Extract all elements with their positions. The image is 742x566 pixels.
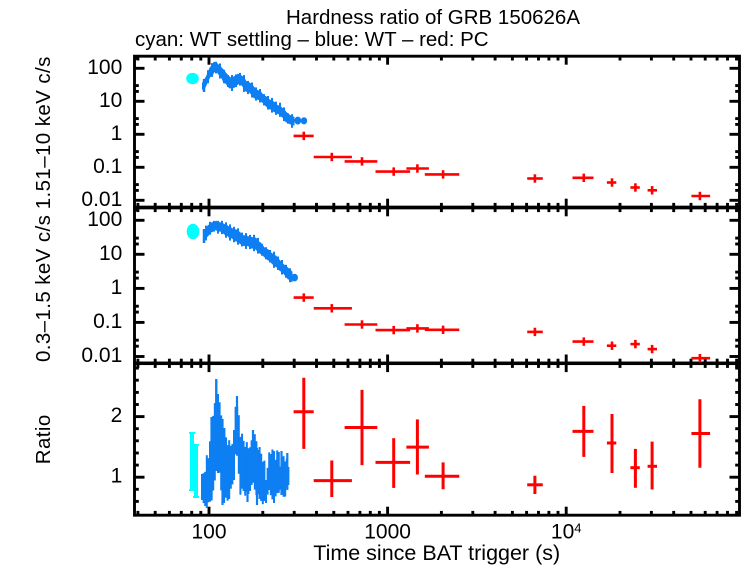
svg-text:100: 100: [87, 208, 122, 231]
svg-text:100: 100: [191, 520, 226, 543]
svg-text:0.3–1.5 keV c/s: 0.3–1.5 keV c/s: [32, 215, 55, 362]
svg-text:Hardness ratio of GRB 150626A: Hardness ratio of GRB 150626A: [286, 6, 580, 29]
svg-text:1: 1: [111, 122, 123, 145]
svg-text:Time since BAT trigger (s): Time since BAT trigger (s): [313, 541, 560, 565]
svg-text:cyan: WT settling – blue: WT –: cyan: WT settling – blue: WT – red: PC: [135, 28, 489, 51]
svg-text:0.1: 0.1: [93, 310, 122, 333]
svg-text:10: 10: [99, 242, 122, 265]
svg-text:1000: 1000: [364, 520, 411, 543]
svg-text:0.01: 0.01: [81, 344, 122, 367]
svg-text:Ratio: Ratio: [32, 414, 55, 464]
svg-text:2: 2: [111, 404, 123, 427]
svg-text:0.1: 0.1: [93, 155, 122, 178]
svg-text:0.01: 0.01: [81, 188, 122, 211]
svg-text:1.51–10 keV c/s: 1.51–10 keV c/s: [32, 56, 55, 209]
svg-text:1: 1: [111, 465, 123, 488]
svg-text:10: 10: [99, 89, 122, 112]
svg-text:1: 1: [111, 276, 123, 299]
svg-text:104: 104: [551, 520, 582, 543]
svg-text:100: 100: [87, 56, 122, 79]
